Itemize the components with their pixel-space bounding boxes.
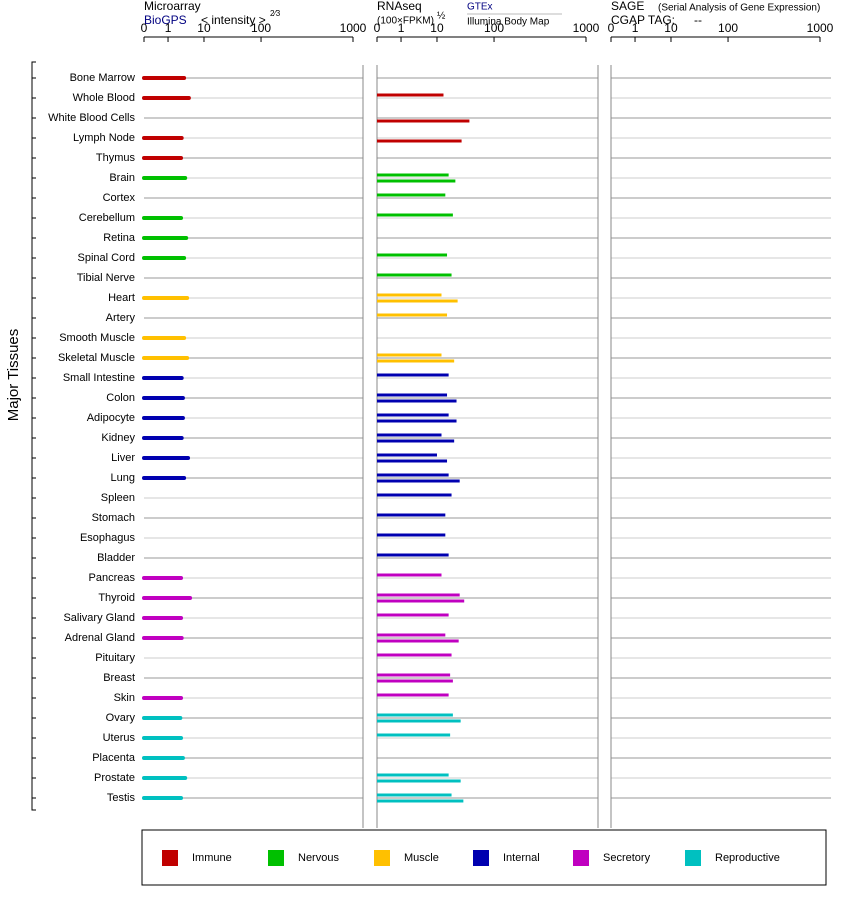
legend-label: Secretory (603, 852, 651, 864)
legend-swatch (268, 850, 284, 866)
bracket (31, 61, 36, 811)
panel-title: SAGE (611, 0, 644, 13)
tissue-label: Placenta (92, 752, 136, 764)
tissue-label: Bone Marrow (70, 72, 135, 84)
panel-title: Microarray (144, 0, 201, 13)
x-tick-label: 0 (374, 21, 381, 35)
legend-box (141, 829, 827, 886)
x-label-exponent: ½ (437, 11, 446, 22)
y-axis-label: Major Tissues (5, 329, 22, 422)
tissue-label: White Blood Cells (48, 112, 135, 124)
tissue-label: Cerebellum (79, 212, 135, 224)
x-label: CGAP TAG: (611, 13, 675, 27)
tissue-label: Salivary Gland (63, 612, 135, 624)
tissue-label: Testis (107, 792, 136, 804)
panel-subtitle: (Serial Analysis of Gene Expression) (658, 3, 820, 14)
tissue-label: Skin (114, 692, 135, 704)
tissue-label: Retina (103, 232, 136, 244)
x-tick-label: 1 (165, 21, 172, 35)
tissue-label: Artery (106, 312, 136, 324)
tag: -- (694, 13, 702, 27)
series-name: BioGPS (144, 13, 187, 27)
legend-swatch (573, 850, 589, 866)
tissue-label: Thyroid (98, 592, 135, 604)
tissue-label: Skeletal Muscle (58, 352, 135, 364)
x-label: < intensity > (201, 13, 266, 27)
panel-title: RNAseq (377, 0, 422, 13)
legend-label: Reproductive (715, 852, 780, 864)
tissue-label: Adipocyte (87, 412, 135, 424)
tissue-label: Prostate (94, 772, 135, 784)
tissue-label: Adrenal Gland (65, 632, 135, 644)
tissue-label: Uterus (103, 732, 136, 744)
x-tick-label: 100 (718, 21, 738, 35)
x-tick-label: 1000 (340, 21, 367, 35)
x-tick-label: 0 (141, 21, 148, 35)
legend-swatch (685, 850, 701, 866)
tissue-label: Liver (111, 452, 135, 464)
x-tick-label: 1000 (807, 21, 834, 35)
legend-label: Immune (192, 852, 232, 864)
legend-swatch (374, 850, 390, 866)
legend-label: Internal (503, 852, 540, 864)
tissue-label: Spleen (101, 492, 135, 504)
x-tick-label: 1000 (573, 21, 600, 35)
x-tick-label: 10 (430, 21, 444, 35)
tissue-label: Brain (109, 172, 135, 184)
x-tick-label: 1 (398, 21, 405, 35)
tissue-label: Whole Blood (73, 92, 135, 104)
tissue-label: Tibial Nerve (77, 272, 135, 284)
tissue-label: Ovary (106, 712, 136, 724)
x-tick-label: 100 (251, 21, 271, 35)
x-tick-label: 100 (484, 21, 504, 35)
tissue-label: Stomach (92, 512, 135, 524)
tissue-label: Kidney (101, 432, 135, 444)
legend-label: Nervous (298, 852, 339, 864)
tissue-label: Spinal Cord (78, 252, 135, 264)
tissue-label: Bladder (97, 552, 135, 564)
tissue-label: Pituitary (95, 652, 135, 664)
tissue-label: Small Intestine (63, 372, 135, 384)
x-label: (100×FPKM) (377, 16, 434, 27)
tissue-label: Colon (106, 392, 135, 404)
legend-swatch (162, 850, 178, 866)
legend-label: Muscle (404, 852, 439, 864)
x-tick-label: 1 (632, 21, 639, 35)
tissue-label: Cortex (103, 192, 136, 204)
tissue-label: Pancreas (89, 572, 136, 584)
tissue-label: Smooth Muscle (59, 332, 135, 344)
tissue-label: Lymph Node (73, 132, 135, 144)
tissue-label: Breast (103, 672, 135, 684)
series-name: GTEx (467, 2, 493, 13)
tissue-label: Esophagus (80, 532, 136, 544)
x-tick-label: 10 (197, 21, 211, 35)
tissue-label: Lung (111, 472, 135, 484)
x-tick-label: 0 (608, 21, 615, 35)
tissue-label: Heart (108, 292, 135, 304)
x-tick-label: 10 (664, 21, 678, 35)
x-label-exponent: 2⁄3 (270, 9, 281, 18)
series-name: Illumina Body Map (467, 17, 550, 28)
tissue-label: Thymus (96, 152, 136, 164)
legend-swatch (473, 850, 489, 866)
